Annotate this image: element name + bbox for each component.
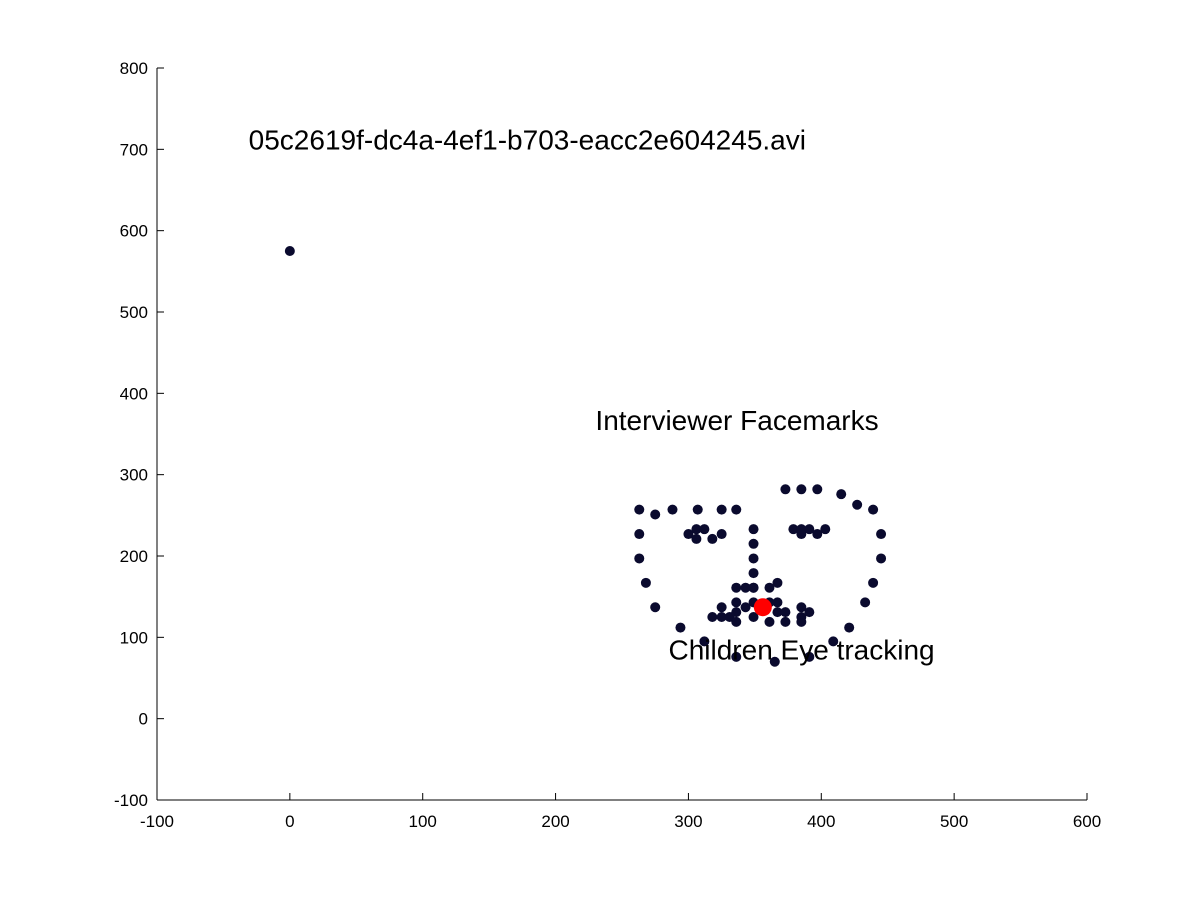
facemark-point	[868, 577, 879, 588]
facemark-point	[692, 504, 703, 515]
x-tick-label: 100	[409, 812, 437, 831]
facemark-point	[699, 636, 710, 647]
facemark-point	[707, 612, 718, 622]
facemark-point	[836, 489, 847, 500]
facemark-point	[716, 529, 727, 540]
facemark-point	[691, 533, 702, 544]
facemark-point	[868, 504, 879, 515]
y-tick-label: 200	[120, 547, 148, 566]
facemark-point	[716, 602, 727, 613]
facemark-point	[804, 524, 815, 535]
y-tick-label: 300	[120, 466, 148, 485]
y-tick-label: 800	[120, 59, 148, 78]
facemark-point	[780, 616, 791, 627]
y-tick-label: 700	[120, 140, 148, 159]
facemark-point	[764, 616, 775, 627]
facemark-point	[772, 597, 783, 608]
facemark-point	[716, 504, 727, 515]
facemark-point	[764, 582, 775, 593]
facemark-point	[852, 499, 863, 510]
data-points	[284, 246, 887, 667]
y-tick-label: 400	[120, 384, 148, 403]
facemark-point	[740, 602, 751, 613]
facemark-point	[860, 597, 871, 608]
facemark-point	[748, 538, 759, 549]
facemark-point	[769, 656, 780, 667]
x-tick-label: -100	[140, 812, 174, 831]
facemark-point	[731, 616, 742, 627]
x-tick-label: 300	[674, 812, 702, 831]
facemark-point	[812, 484, 823, 495]
facemark-point	[731, 651, 742, 662]
facemark-point	[780, 484, 791, 495]
facemark-point	[796, 612, 807, 622]
facemark-point	[748, 582, 759, 593]
facemark-point	[634, 504, 645, 515]
facemark-point	[683, 529, 694, 540]
facemark-point	[748, 612, 759, 622]
facemark-point	[699, 524, 710, 535]
facemark-point	[820, 524, 831, 535]
y-tick-label: -100	[114, 791, 148, 810]
y-tick-label: 100	[120, 628, 148, 647]
annotations: 05c2619f-dc4a-4ef1-b703-eacc2e604245.avi…	[249, 124, 935, 665]
facemark-point	[796, 602, 807, 613]
facemark-point	[772, 577, 783, 588]
facemark-point	[772, 607, 783, 618]
facemark-point	[650, 602, 661, 613]
facemark-point	[675, 622, 686, 633]
facemark-point	[707, 533, 718, 544]
facemark-point	[876, 553, 887, 564]
annotation-text: 05c2619f-dc4a-4ef1-b703-eacc2e604245.avi	[249, 124, 806, 155]
facemark-point	[284, 246, 295, 256]
facemark-point	[731, 597, 742, 608]
annotation-text: Interviewer Facemarks	[595, 405, 878, 436]
facemark-point	[780, 607, 791, 618]
y-tick-label: 600	[120, 222, 148, 241]
facemark-point	[748, 553, 759, 564]
facemark-point	[740, 582, 751, 593]
facemark-point	[691, 524, 702, 535]
y-tick-label: 0	[139, 710, 148, 729]
facemark-point	[650, 509, 661, 520]
facemark-point	[844, 622, 855, 633]
eye-tracking-point	[753, 598, 772, 617]
facemark-point	[640, 577, 651, 588]
facemark-point	[748, 568, 759, 579]
x-tick-label: 600	[1073, 812, 1101, 831]
facemark-point	[788, 524, 799, 535]
facemark-point	[796, 524, 807, 535]
facemark-point	[804, 607, 815, 618]
facemark-point	[876, 529, 887, 540]
facemark-point	[731, 504, 742, 515]
facemark-point	[748, 524, 759, 535]
x-tick-label: 0	[285, 812, 294, 831]
x-tick-label: 200	[541, 812, 569, 831]
facemark-point	[716, 612, 727, 622]
facemark-point	[634, 553, 645, 564]
annotation-text: Children Eye tracking	[669, 634, 935, 665]
axes: -100 0 100 200 300 400 500 600 -100 0 100 200 300 400…	[114, 59, 1101, 831]
facemark-point	[804, 651, 815, 662]
y-tick-label: 500	[120, 303, 148, 322]
x-tick-label: 500	[940, 812, 968, 831]
facemark-point	[731, 582, 742, 593]
facemark-point	[731, 607, 742, 618]
x-tick-label: 400	[807, 812, 835, 831]
facemark-point	[812, 529, 823, 540]
facemark-point	[667, 504, 678, 515]
facemark-point	[828, 636, 839, 647]
facemark-point	[796, 484, 807, 495]
facemark-point	[634, 529, 645, 540]
